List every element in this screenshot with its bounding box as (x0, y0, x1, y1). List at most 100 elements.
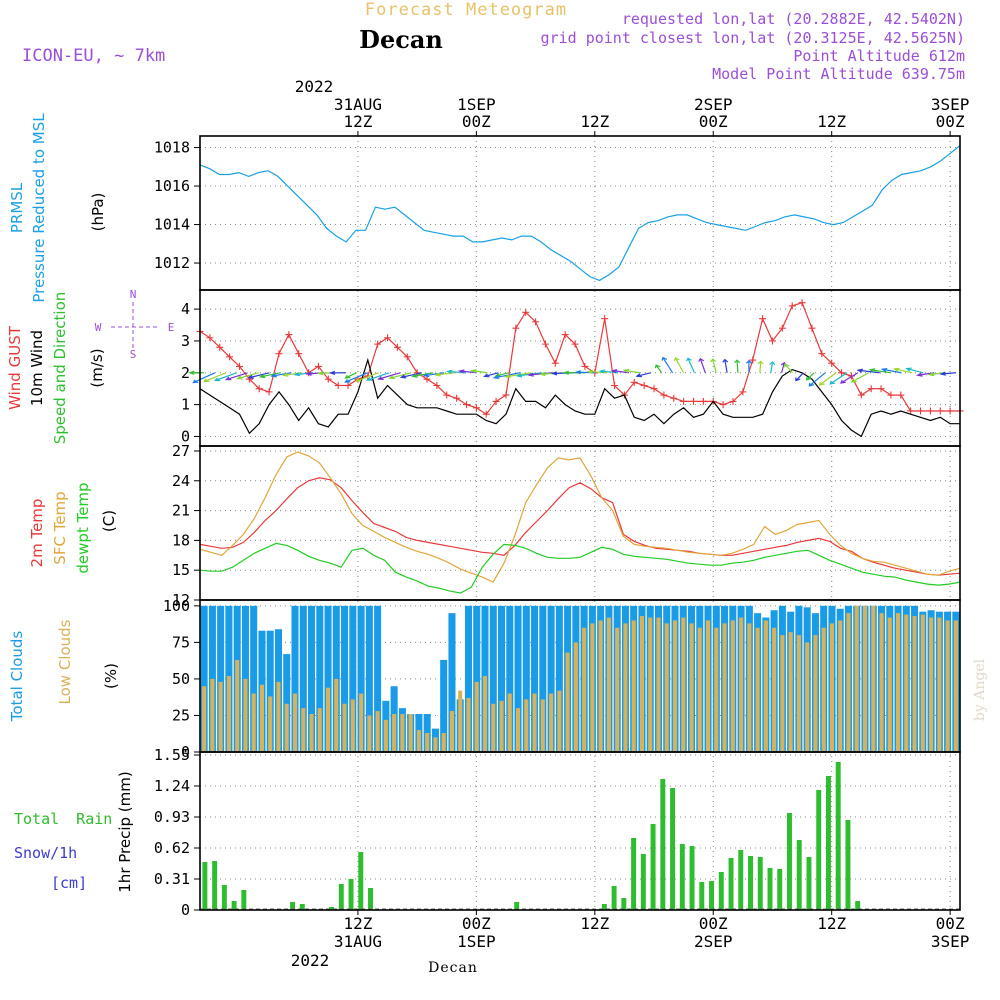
low-cloud-bar (739, 617, 744, 752)
gust-marker (571, 340, 579, 348)
gridlines (200, 136, 960, 910)
low-cloud-bar (648, 617, 653, 752)
wind-direction-arrow (204, 372, 227, 383)
y-tick-label: 25 (172, 706, 190, 724)
footer-location: Decan (428, 960, 478, 976)
time-label-date-bottom: 2SEP (694, 932, 733, 951)
wind-direction-arrow (215, 372, 237, 382)
total-cloud-bar (283, 654, 291, 752)
low-cloud-bar (284, 703, 289, 752)
rain-bar (757, 857, 763, 910)
rain-bar (738, 850, 744, 910)
low-cloud-bar (449, 711, 454, 752)
gust-marker (907, 407, 915, 415)
wind-direction-arrowhead (188, 370, 195, 375)
rain-bar (777, 869, 783, 910)
panel-frame (199, 445, 961, 601)
low-cloud-bar (796, 635, 801, 752)
gust-marker (482, 410, 490, 418)
low-cloud-bar (532, 693, 537, 752)
total-cloud-bar (307, 605, 316, 752)
total-cloud-bar (506, 605, 514, 752)
total-cloud-bar (266, 630, 274, 752)
gust-marker (887, 391, 895, 399)
dewpt-line (199, 542, 961, 594)
rain-bar (640, 854, 646, 910)
pressure-line (199, 145, 961, 282)
gust-marker (936, 407, 944, 415)
low-cloud-bar (846, 613, 851, 752)
low-cloud-bar (606, 617, 611, 752)
low-cloud-bar (697, 627, 702, 752)
total-rain-label: Total Rain (14, 810, 112, 828)
low-cloud-bar (904, 614, 909, 752)
y-tick-label: 27 (172, 442, 190, 460)
wind-direction-arrowhead (483, 373, 490, 378)
total-cloud-bar (473, 605, 481, 752)
low-cloud-bar (540, 699, 545, 752)
low-cloud-bar (813, 635, 818, 752)
wind-direction-arrow (389, 372, 412, 379)
y-tick-label: 18 (172, 531, 190, 549)
rain-bar (212, 861, 218, 910)
low-cloud-bar (920, 614, 925, 752)
total-cloud-bar (291, 605, 299, 752)
wind-direction-arrowhead (806, 376, 812, 381)
wind-direction-arrow (624, 369, 641, 374)
panel-4: 0 25 50 75 100 (163, 597, 960, 761)
model-altitude: Model Point Altitude 639.75m (712, 65, 965, 83)
wind-direction-arrowhead (574, 370, 581, 375)
low-cloud-bar (896, 613, 901, 752)
gust-marker (719, 401, 727, 409)
rain-bar (631, 838, 637, 910)
total-cloud-bar (316, 605, 324, 752)
wind-direction-arrow (576, 371, 597, 374)
wind-direction-arrowhead (598, 369, 606, 374)
wind-direction-arrow (271, 372, 292, 377)
wind-direction-arrow (471, 370, 488, 374)
rain-bar (241, 890, 247, 910)
gust-marker (275, 350, 283, 358)
low-cloud-bar (342, 703, 347, 752)
low-cloud-bar (524, 699, 529, 752)
low-cloud-bar (474, 681, 479, 752)
gust-marker (443, 391, 451, 399)
gust-marker (285, 331, 293, 339)
gust-marker (946, 407, 954, 415)
gust-marker (423, 375, 431, 383)
y-tick-label: 50 (172, 670, 190, 688)
rain-bar (835, 762, 841, 910)
location-title: Decan (359, 25, 443, 54)
gust-marker (255, 385, 263, 393)
rain-bar (806, 857, 812, 910)
rain-bar (699, 882, 705, 910)
low-cloud-bar (722, 623, 727, 752)
low-cloud-bar (466, 697, 471, 752)
wind-direction-arrowhead (550, 371, 558, 376)
wind-direction-arrowhead (470, 369, 477, 374)
wind-direction-arrowhead (710, 358, 717, 363)
wind-direction-arrowhead (411, 373, 418, 378)
wind-direction-arrow (612, 370, 630, 374)
clouds-unit: (%) (102, 663, 120, 689)
wind-direction-arrowhead (539, 371, 546, 377)
y-tick-label: 1 (181, 396, 190, 414)
gust-marker (877, 385, 885, 393)
wind-direction-arrow (759, 361, 762, 373)
wind-direction-arrow (858, 369, 880, 374)
wind-direction-arrow (870, 369, 891, 374)
wind-direction-arrowhead (355, 377, 362, 382)
gust-marker (788, 302, 796, 310)
rain-bar (796, 840, 802, 910)
low-cloud-bar (499, 700, 504, 752)
gust-marker (867, 385, 875, 393)
panel-2: 0 1 2 3 4 (181, 299, 964, 445)
wind-direction-arrowhead (868, 368, 876, 373)
rain-bar (825, 776, 831, 910)
gust-marker (838, 369, 846, 377)
wind-direction-arrow (906, 367, 924, 374)
gust-marker (551, 359, 559, 367)
gust-marker (828, 359, 836, 367)
low-cloud-bar (862, 605, 868, 752)
gust-marker (295, 350, 303, 358)
